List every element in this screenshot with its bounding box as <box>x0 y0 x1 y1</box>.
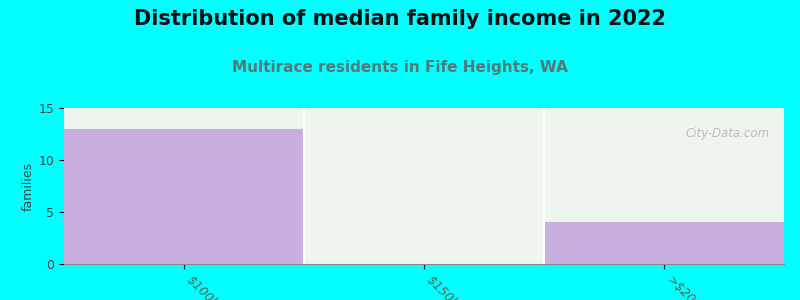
Y-axis label: families: families <box>22 161 34 211</box>
Text: City-Data.com: City-Data.com <box>686 127 770 140</box>
Bar <box>304 108 544 264</box>
Bar <box>544 108 784 264</box>
Text: Distribution of median family income in 2022: Distribution of median family income in … <box>134 9 666 29</box>
Bar <box>64 108 304 264</box>
Bar <box>64 129 304 264</box>
Text: Multirace residents in Fife Heights, WA: Multirace residents in Fife Heights, WA <box>232 60 568 75</box>
Bar <box>544 222 784 264</box>
